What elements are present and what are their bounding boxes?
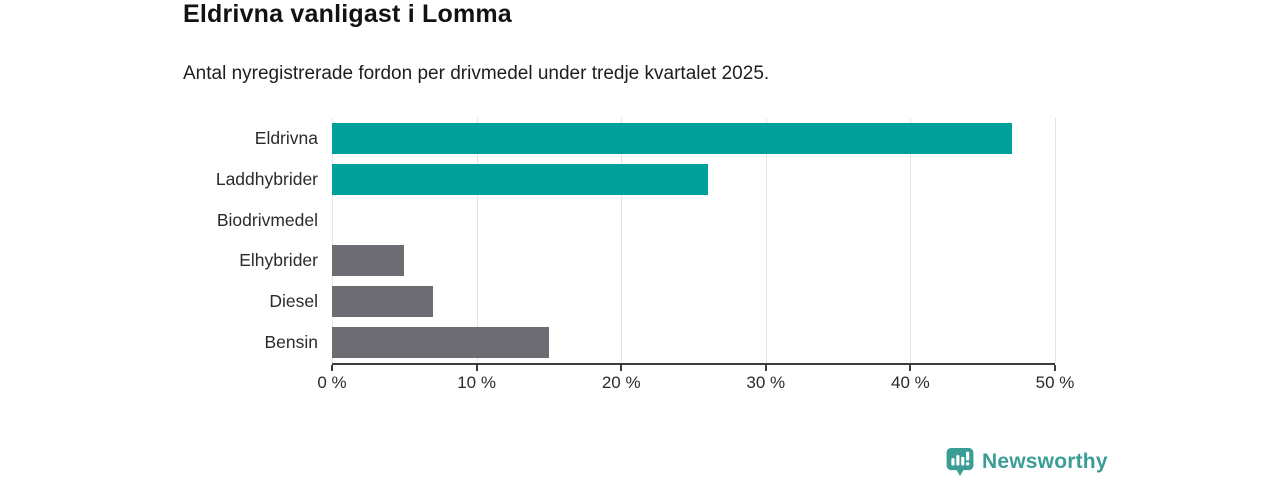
tick-mark bbox=[1054, 365, 1056, 371]
newsworthy-logo-icon bbox=[946, 448, 974, 476]
gridline bbox=[621, 118, 623, 363]
tick-mark bbox=[764, 365, 767, 371]
tick-mark bbox=[475, 365, 478, 371]
tick-label: 50 % bbox=[1035, 373, 1075, 392]
tick-label: 10 % bbox=[457, 373, 496, 392]
bar-laddhybrider bbox=[332, 163, 708, 195]
category-labels: Eldrivna Laddhybrider Biodrivmedel Elhybrid… bbox=[0, 118, 318, 363]
category-label: Bensin bbox=[264, 332, 318, 353]
x-axis: 0 % 10 % 20 % 30 % 40 % 50 % bbox=[317, 363, 1074, 403]
bar-rows bbox=[332, 118, 1055, 363]
bar-row bbox=[332, 240, 1055, 281]
plot-area bbox=[332, 118, 1056, 363]
tick-label: 30 % bbox=[746, 373, 786, 392]
bar-eldrivna bbox=[332, 122, 1012, 154]
tick-label: 40 % bbox=[891, 373, 930, 392]
bar-elhybrider bbox=[332, 245, 405, 277]
chart-title: Eldrivna vanligast i Lomma bbox=[183, 0, 512, 28]
chart-subtitle: Antal nyregistrerade fordon per drivmede… bbox=[183, 63, 770, 84]
bar-row bbox=[332, 159, 1055, 200]
gridline bbox=[476, 118, 478, 363]
bar-row bbox=[332, 322, 1055, 363]
bar-bensin bbox=[332, 327, 549, 359]
gridline bbox=[332, 118, 333, 363]
brand-name: Newsworthy bbox=[982, 450, 1108, 473]
category-label: Elhybrider bbox=[239, 250, 318, 271]
bar-row bbox=[332, 118, 1055, 159]
bar-diesel bbox=[332, 286, 434, 318]
brand-footer: Newsworthy bbox=[946, 446, 1108, 478]
tick-label: 0 % bbox=[317, 373, 347, 392]
tick-mark bbox=[620, 365, 623, 371]
gridline bbox=[765, 118, 767, 363]
category-label: Laddhybrider bbox=[215, 168, 318, 189]
gridline bbox=[910, 118, 912, 363]
x-axis-line bbox=[332, 363, 1055, 365]
category-label: Eldrivna bbox=[254, 127, 318, 148]
bar-row bbox=[332, 200, 1055, 241]
tick-mark bbox=[331, 365, 333, 371]
category-label: Biodrivmedel bbox=[216, 209, 318, 230]
gridlines bbox=[332, 118, 1056, 363]
category-label: Diesel bbox=[269, 291, 318, 312]
tick-label: 20 % bbox=[601, 373, 641, 392]
bar-row bbox=[332, 281, 1055, 322]
tick-mark bbox=[909, 365, 912, 371]
gridline bbox=[1055, 118, 1056, 363]
